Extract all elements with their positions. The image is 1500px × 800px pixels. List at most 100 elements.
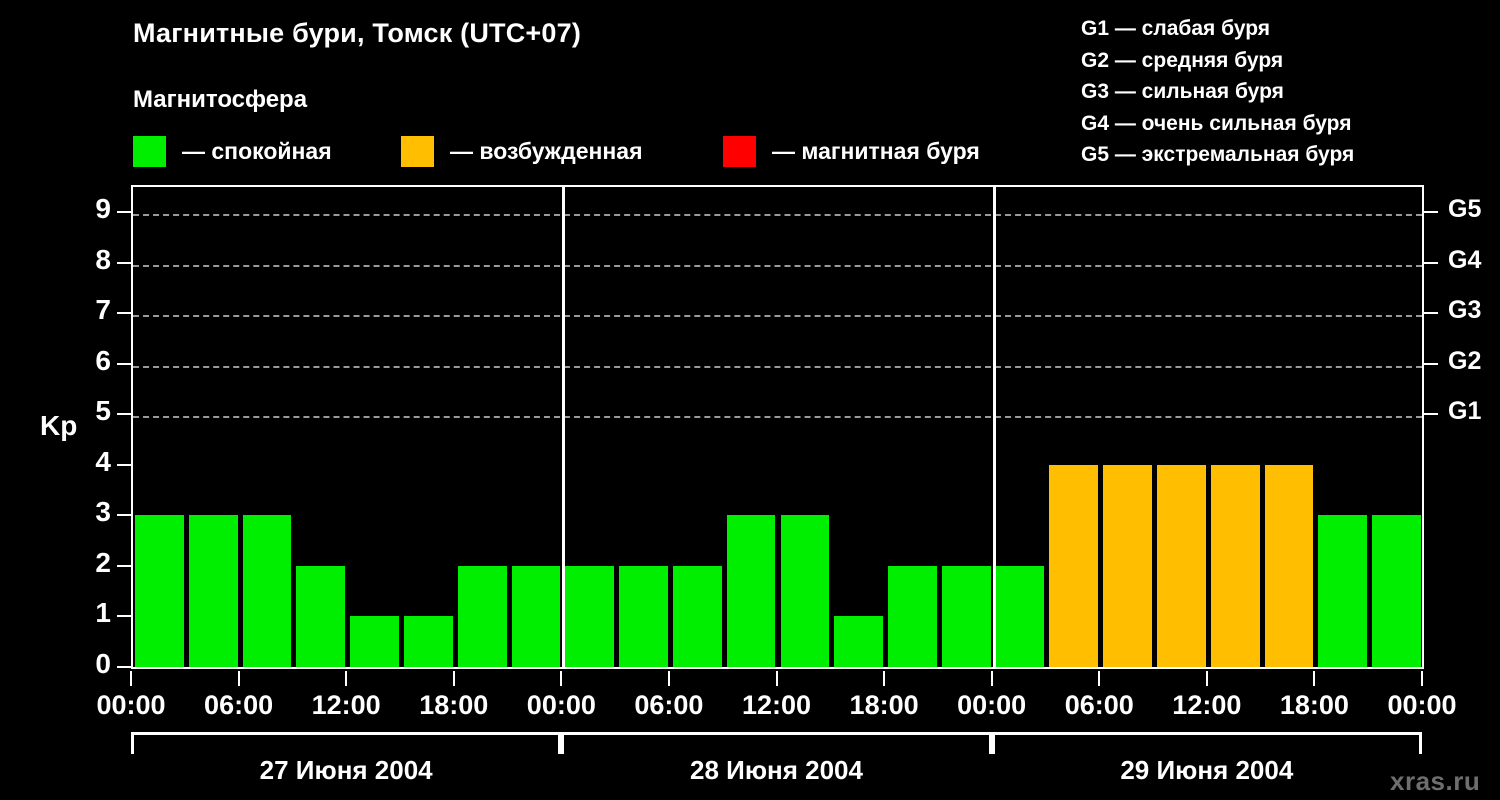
g-scale-legend: G1 — слабая буря G2 — средняя буря G3 — си… (1081, 13, 1500, 171)
bar (1264, 464, 1314, 667)
y-tick-label-9: 9 (95, 193, 111, 225)
bar (619, 565, 668, 667)
y-tick-3 (117, 514, 131, 517)
x-tick-label-7: 18:00 (849, 690, 919, 720)
y-tick-2 (117, 564, 131, 567)
g-scale-line-1: G1 — слабая буря (1081, 17, 1271, 40)
bar (1157, 464, 1206, 667)
legend-item-storm: — магнитная буря (723, 134, 980, 168)
x-tick-label-3: 18:00 (419, 690, 489, 720)
date-label-2: 29 Июня 2004 (1120, 755, 1294, 785)
section-subtitle: Магнитосфера (133, 86, 308, 113)
date-bracket-1 (561, 732, 992, 754)
g-scale-line-5: G5 — экстремальная буря (1081, 143, 1355, 166)
g-tick-label-G3: G3 (1448, 296, 1482, 325)
x-tick-1 (237, 671, 240, 686)
x-tick-label-5: 06:00 (634, 690, 704, 720)
magnetosphere-legend: — спокойная — возбужденная — магнитная бур… (133, 134, 1033, 168)
date-label-0: 27 Июня 2004 (259, 755, 433, 785)
x-tick-6 (775, 671, 778, 686)
x-tick-9 (1098, 671, 1101, 686)
x-tick-8 (990, 671, 993, 686)
x-tick-label-1: 06:00 (204, 690, 274, 720)
x-tick-3 (452, 671, 455, 686)
x-tick-label-4: 00:00 (526, 690, 596, 720)
y-tick-label-0: 0 (95, 648, 111, 679)
bar (565, 565, 615, 667)
x-tick-11 (1313, 671, 1316, 686)
gridline-kp-6 (133, 365, 1422, 368)
bar (780, 515, 830, 667)
legend-label-quiet: — спокойная (182, 137, 332, 164)
x-tick-label-6: 12:00 (741, 690, 812, 720)
y-tick-7 (117, 312, 131, 315)
day-separator-2 (992, 187, 996, 667)
legend-swatch-storm (723, 135, 756, 167)
legend-item-unsettled: — возбужденная (401, 134, 643, 168)
bar (242, 515, 292, 667)
bar (1210, 464, 1260, 667)
g-tick-G2 (1424, 362, 1438, 365)
x-tick-0 (130, 671, 132, 686)
g-scale-line-4: G4 — очень сильная буря (1081, 111, 1352, 135)
bar (1318, 515, 1368, 667)
gridline-kp-9 (133, 214, 1422, 217)
y-tick-5 (117, 413, 131, 416)
day-separator-1 (562, 187, 566, 667)
x-tick-label-9: 06:00 (1064, 690, 1134, 720)
watermark: xras.ru (1390, 766, 1481, 796)
plot-inner (133, 187, 1422, 667)
y-axis-title: Kp (40, 410, 78, 441)
bar (941, 565, 991, 667)
x-tick-label-0: 00:00 (96, 690, 166, 720)
g-tick-label-G5: G5 (1448, 195, 1482, 224)
bar (296, 565, 346, 667)
bar (995, 565, 1045, 667)
bar (1372, 515, 1421, 667)
y-tick-8 (117, 261, 131, 264)
g-scale-line-3: G3 — сильная буря (1081, 80, 1284, 103)
bar (834, 616, 884, 667)
gridline-kp-5 (133, 416, 1422, 419)
x-tick-12 (1421, 671, 1423, 686)
bar (888, 565, 937, 667)
x-tick-2 (345, 671, 348, 686)
x-tick-10 (1205, 671, 1208, 686)
y-tick-9 (117, 211, 131, 214)
bar (135, 515, 184, 667)
page-title: Магнитные бури, Томск (UTC+07) (133, 18, 582, 48)
bar (457, 565, 507, 667)
plot-area (131, 185, 1424, 669)
bar (350, 616, 399, 667)
gridline-kp-8 (133, 264, 1422, 267)
bar (511, 565, 561, 667)
x-tick-label-8: 00:00 (957, 690, 1027, 720)
y-tick-label-2: 2 (95, 546, 111, 578)
legend-item-quiet: — спокойная (133, 134, 332, 168)
bar (188, 515, 238, 667)
g-tick-G1 (1424, 413, 1438, 416)
y-tick-1 (117, 615, 131, 618)
legend-label-storm: — магнитная буря (772, 137, 980, 164)
y-tick-label-1: 1 (95, 597, 111, 629)
bar (1103, 464, 1153, 667)
y-tick-0 (117, 666, 131, 668)
x-tick-7 (883, 671, 886, 686)
bar (672, 565, 722, 667)
date-bracket-2 (991, 732, 1422, 754)
legend-swatch-unsettled (401, 135, 434, 167)
g-scale-line-2: G2 — средняя буря (1081, 48, 1284, 72)
y-tick-label-4: 4 (95, 445, 111, 477)
y-tick-label-7: 7 (95, 294, 111, 326)
bar (403, 616, 453, 667)
g-tick-G5 (1424, 211, 1438, 214)
g-tick-label-G1: G1 (1448, 397, 1482, 426)
date-bracket-0 (131, 732, 562, 754)
g-tick-label-G2: G2 (1448, 346, 1482, 375)
date-label-1: 28 Июня 2004 (690, 755, 863, 785)
y-tick-label-3: 3 (95, 496, 111, 528)
y-tick-label-8: 8 (95, 243, 111, 275)
legend-swatch-quiet (133, 135, 166, 167)
bar (726, 515, 776, 667)
